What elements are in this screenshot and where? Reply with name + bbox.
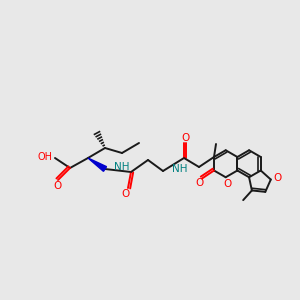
- Text: O: O: [54, 181, 62, 191]
- Text: O: O: [196, 178, 204, 188]
- Polygon shape: [88, 158, 106, 171]
- Text: NH: NH: [114, 162, 130, 172]
- Text: NH: NH: [172, 164, 188, 174]
- Text: O: O: [224, 179, 232, 189]
- Text: O: O: [274, 173, 282, 183]
- Text: OH: OH: [38, 152, 53, 162]
- Text: O: O: [122, 189, 130, 199]
- Text: O: O: [182, 133, 190, 143]
